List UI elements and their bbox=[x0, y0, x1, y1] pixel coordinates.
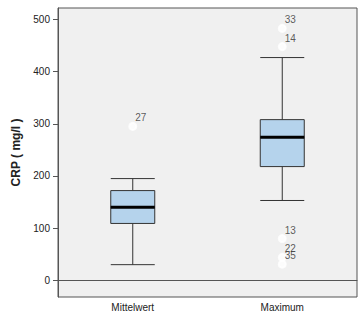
svg-text:400: 400 bbox=[33, 66, 50, 77]
svg-text:0: 0 bbox=[44, 275, 50, 286]
svg-text:Mittelwert: Mittelwert bbox=[111, 302, 154, 313]
svg-text:300: 300 bbox=[33, 118, 50, 129]
svg-text:100: 100 bbox=[33, 223, 50, 234]
svg-text:Maximum: Maximum bbox=[261, 302, 304, 313]
svg-text:33: 33 bbox=[285, 14, 297, 25]
svg-text:CRP ( mg/l ): CRP ( mg/l ) bbox=[9, 119, 23, 187]
svg-text:14: 14 bbox=[285, 33, 297, 44]
svg-text:35: 35 bbox=[285, 250, 297, 261]
svg-text:27: 27 bbox=[135, 112, 147, 123]
svg-text:500: 500 bbox=[33, 14, 50, 25]
svg-text:22: 22 bbox=[284, 243, 296, 255]
svg-text:200: 200 bbox=[33, 170, 50, 181]
svg-text:13: 13 bbox=[285, 225, 297, 236]
